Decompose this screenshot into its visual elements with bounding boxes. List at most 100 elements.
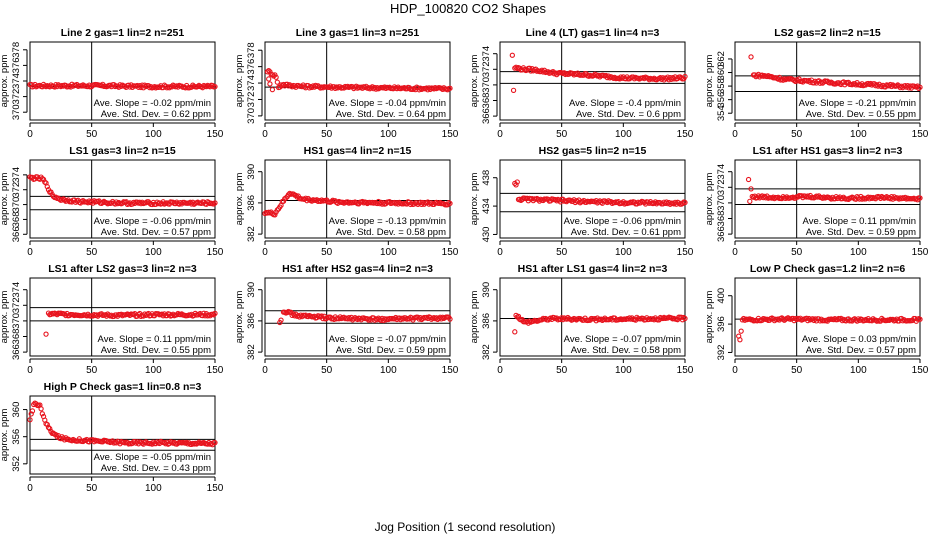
std-dev-annotation: Ave. Std. Dev. = 0.55 ppm — [101, 345, 211, 356]
std-dev-annotation: Ave. Std. Dev. = 0.57 ppm — [806, 345, 916, 356]
data-point — [269, 72, 276, 78]
y-tick-label: 366 — [11, 226, 22, 242]
plot-frame — [29, 41, 216, 121]
y-axis-label: approx. ppm — [0, 173, 10, 226]
y-tick-label: 396 — [716, 316, 727, 332]
data-point — [264, 69, 271, 75]
data-point — [510, 87, 517, 94]
data-point — [916, 85, 922, 91]
x-tick-label: 100 — [145, 365, 162, 376]
y-tick-label: 376 — [246, 59, 257, 75]
data-point — [209, 82, 216, 89]
y-tick-label: 386 — [246, 313, 257, 329]
y-tick-label: 374 — [246, 75, 257, 91]
panel-title: Line 2 gas=1 lin=2 n=251 — [61, 27, 185, 39]
y-tick-label: 438 — [481, 170, 492, 186]
x-tick-label: 0 — [262, 365, 268, 376]
std-dev-annotation: Ave. Std. Dev. = 0.43 ppm — [101, 463, 211, 474]
data-point — [917, 195, 923, 201]
std-dev-annotation: Ave. Std. Dev. = 0.61 ppm — [571, 227, 681, 238]
panel-title: LS2 gas=2 lin=2 n=15 — [774, 27, 881, 39]
data-point — [272, 212, 278, 218]
panel-title: HS1 after LS1 gas=4 lin=2 n=3 — [518, 263, 668, 275]
y-tick-label: 370 — [246, 108, 257, 124]
data-point — [28, 411, 34, 417]
panel-title: Line 3 gas=1 lin=3 n=251 — [296, 27, 420, 39]
chart-panel: High P Check gas=1 lin=0.8 n=3 0 50 100 150 3… — [0, 381, 224, 494]
x-tick-label: 100 — [850, 247, 867, 258]
data-point — [745, 176, 752, 183]
data-point — [38, 406, 44, 412]
x-tick-label: 150 — [912, 247, 929, 258]
data-point — [738, 328, 744, 334]
data-point — [280, 198, 287, 204]
data-point — [748, 186, 754, 192]
x-tick-label: 0 — [732, 129, 738, 140]
panel-title: LS1 after LS2 gas=3 lin=2 n=3 — [48, 263, 197, 275]
data-point — [274, 79, 280, 85]
y-axis-label: approx. ppm — [704, 55, 715, 108]
chart-panel: LS1 after LS2 gas=3 lin=2 n=3 0 50 100 150 36… — [0, 263, 224, 376]
x-tick-label: 100 — [380, 247, 397, 258]
data-point — [212, 310, 218, 317]
data-point — [526, 65, 533, 71]
y-tick-label: 356 — [716, 92, 727, 108]
x-tick-label: 150 — [912, 129, 929, 140]
std-dev-annotation: Ave. Std. Dev. = 0.59 ppm — [336, 345, 446, 356]
y-tick-label: 372 — [481, 61, 492, 77]
plot-frame — [499, 277, 686, 357]
y-tick-label: 376 — [11, 57, 22, 73]
x-tick-label: 50 — [791, 247, 803, 258]
y-tick-label: 372 — [246, 92, 257, 108]
x-tick-label: 150 — [442, 247, 459, 258]
data-point — [682, 199, 688, 206]
x-tick-label: 150 — [677, 365, 694, 376]
x-tick-label: 100 — [380, 365, 397, 376]
x-tick-label: 0 — [262, 247, 268, 258]
data-point — [605, 198, 612, 204]
panel-title: HS1 gas=4 lin=2 n=15 — [304, 145, 412, 157]
y-tick-label: 374 — [11, 167, 22, 183]
y-tick-label: 382 — [246, 344, 257, 360]
chart-panel: LS2 gas=2 lin=2 n=150 50 100 15035435635836… — [704, 27, 929, 140]
y-tick-label: 352 — [11, 456, 22, 472]
y-tick-label: 374 — [11, 73, 22, 89]
data-point — [365, 317, 372, 323]
slope-annotation: Ave. Slope = -0.06 ppm/min — [94, 216, 211, 227]
plot-frame — [264, 159, 451, 239]
y-tick-label: 390 — [246, 282, 257, 298]
chart-panel: Low P Check gas=1.2 lin=2 n=6 0 50 100 150 39… — [704, 263, 929, 376]
data-point — [512, 329, 518, 335]
x-tick-label: 0 — [27, 365, 33, 376]
x-tick-label: 50 — [791, 365, 803, 376]
data-point — [27, 417, 33, 423]
slope-annotation: Ave. Slope = -0.4 ppm/min — [569, 98, 681, 109]
plot-frame — [264, 41, 451, 121]
panel-title: Low P Check gas=1.2 lin=2 n=6 — [750, 263, 905, 275]
data-point — [917, 316, 923, 322]
y-tick-label: 356 — [11, 429, 22, 445]
slope-annotation: Ave. Slope = -0.04 ppm/min — [329, 98, 446, 109]
x-tick-label: 150 — [442, 129, 459, 140]
x-tick-label: 100 — [145, 247, 162, 258]
data-point — [447, 200, 453, 207]
data-point — [513, 182, 519, 188]
y-tick-label: 378 — [246, 42, 257, 58]
std-dev-annotation: Ave. Std. Dev. = 0.62 ppm — [101, 109, 211, 120]
y-tick-label: 372 — [11, 89, 22, 105]
data-point — [682, 315, 688, 322]
data-point — [737, 337, 743, 343]
y-tick-label: 392 — [716, 345, 727, 361]
y-tick-label: 372 — [11, 182, 22, 198]
plot-frame — [499, 159, 686, 239]
x-tick-label: 100 — [850, 129, 867, 140]
y-tick-label: 370 — [11, 197, 22, 213]
panel-title: High P Check gas=1 lin=0.8 n=3 — [44, 381, 202, 393]
plot-frame — [734, 41, 921, 121]
data-point — [166, 85, 173, 91]
data-point — [212, 83, 218, 90]
y-tick-label: 358 — [716, 78, 727, 94]
data-point — [44, 421, 50, 428]
